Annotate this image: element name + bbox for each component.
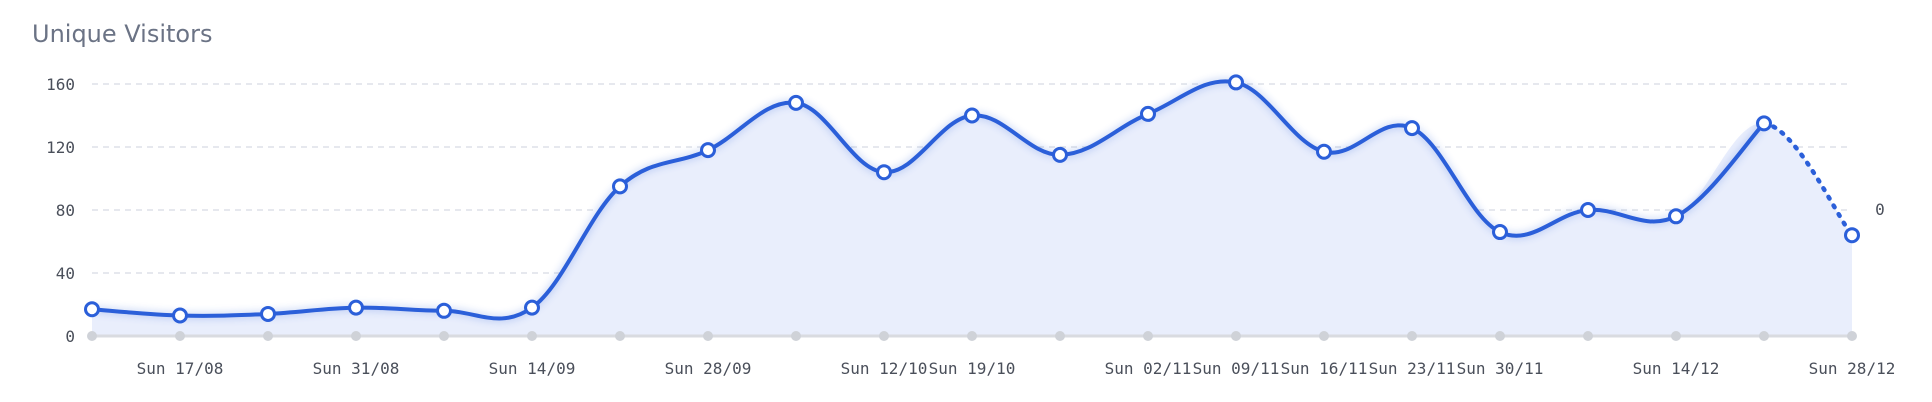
data-point-07/09[interactable]	[436, 302, 452, 319]
data-point-10/08[interactable]	[84, 301, 100, 318]
x-tick-label: Sun 31/08	[313, 359, 400, 378]
data-points	[84, 74, 1860, 324]
data-point-24/08[interactable]	[260, 305, 276, 322]
x-tick-label: Sun 19/10	[929, 359, 1016, 378]
data-point-16/11[interactable]	[1316, 143, 1332, 160]
x-axis-baseline	[87, 331, 1857, 341]
x-tick-label: Sun 02/11	[1105, 359, 1192, 378]
baseline-dot-11	[1055, 331, 1065, 341]
baseline-dot-7	[703, 331, 713, 341]
x-tick-label: Sun 09/11	[1193, 359, 1280, 378]
baseline-dot-8	[791, 331, 801, 341]
baseline-dot-18	[1671, 331, 1681, 341]
x-tick-label: Sun 14/12	[1633, 359, 1720, 378]
data-point-23/11[interactable]	[1404, 120, 1420, 137]
baseline-dot-9	[879, 331, 889, 341]
x-tick-label: Sun 16/11	[1281, 359, 1368, 378]
baseline-dot-12	[1143, 331, 1153, 341]
baseline-dot-10	[967, 331, 977, 341]
data-point-12/10[interactable]	[876, 164, 892, 181]
baseline-dot-19	[1759, 331, 1769, 341]
chart-title: Unique Visitors	[32, 20, 213, 48]
y-tick-label: 0	[65, 327, 75, 346]
data-point-30/11[interactable]	[1492, 224, 1508, 241]
data-point-07/12[interactable]	[1580, 202, 1596, 218]
x-tick-label: Sun 28/12	[1809, 359, 1896, 378]
data-point-14/09[interactable]	[524, 299, 540, 316]
baseline-dot-17	[1583, 331, 1593, 341]
baseline-dot-4	[439, 331, 449, 341]
x-tick-label: Sun 12/10	[841, 359, 928, 378]
baseline-dot-3	[351, 331, 361, 341]
baseline-dot-20	[1847, 331, 1857, 341]
data-point-05/10[interactable]	[788, 94, 804, 111]
data-point-21/09[interactable]	[612, 178, 628, 195]
baseline-dot-1	[175, 331, 185, 341]
series-line-incomplete	[1761, 121, 1855, 238]
baseline-dot-0	[87, 331, 97, 341]
area-fill	[92, 81, 1852, 336]
y-tick-label: 160	[46, 75, 75, 94]
data-point-21/12[interactable]	[1756, 115, 1772, 132]
x-tick-label: Sun 14/09	[489, 359, 576, 378]
data-point-28/09[interactable]	[700, 142, 716, 159]
data-point-09/11[interactable]	[1228, 74, 1244, 91]
data-point-26/10[interactable]	[1052, 146, 1068, 163]
end-value-label: 0	[1875, 200, 1885, 219]
data-point-31/08[interactable]	[348, 299, 364, 316]
x-axis-ticks: Sun 17/08 Sun 31/08 Sun 14/09 Sun 28/09 Sun …	[137, 359, 1896, 378]
baseline-dot-2	[263, 331, 273, 341]
x-tick-label: Sun 30/11	[1457, 359, 1544, 378]
baseline-dot-6	[615, 331, 625, 341]
data-point-02/11[interactable]	[1140, 105, 1156, 122]
y-axis-ticks: 160 120 80 40 0	[46, 75, 75, 346]
area-fill-shape	[92, 81, 1852, 336]
data-point-28/12[interactable]	[1844, 227, 1860, 244]
data-point-19/10[interactable]	[964, 107, 980, 124]
data-point-14/12[interactable]	[1668, 208, 1684, 225]
annotations: 0	[1875, 200, 1885, 219]
data-point-17/08[interactable]	[172, 307, 188, 324]
x-tick-label: Sun 17/08	[137, 359, 224, 378]
baseline-dot-14	[1319, 331, 1329, 341]
y-tick-label: 120	[46, 138, 75, 157]
y-tick-label: 80	[56, 201, 75, 220]
x-tick-label: Sun 28/09	[665, 359, 752, 378]
x-tick-label: Sun 23/11	[1369, 359, 1456, 378]
baseline-dot-16	[1495, 331, 1505, 341]
y-tick-label: 40	[56, 264, 75, 283]
baseline-dot-5	[527, 331, 537, 341]
baseline-dot-13	[1231, 331, 1241, 341]
baseline-dot-15	[1407, 331, 1417, 341]
